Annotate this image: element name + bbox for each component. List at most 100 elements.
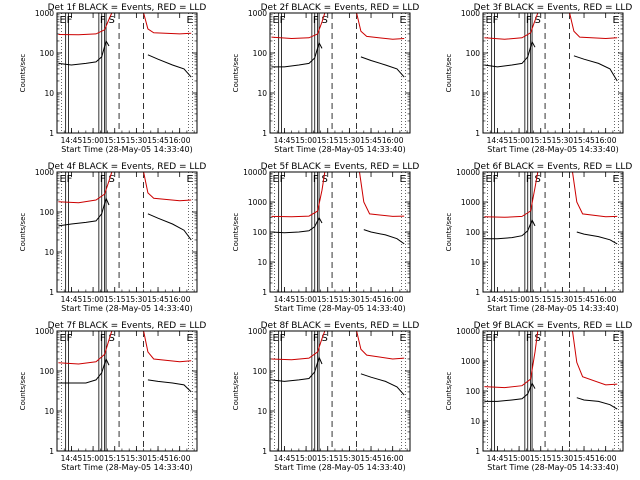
- x-tick-label: 15:00: [508, 136, 530, 145]
- y-tick-label: 1: [262, 447, 267, 456]
- marker-label: F: [67, 174, 73, 185]
- x-tick-label: 15:00: [82, 454, 104, 463]
- marker-label: E: [272, 174, 278, 185]
- series-lld-line: [143, 171, 192, 202]
- series-events-line: [147, 54, 192, 78]
- series-events-line: [271, 41, 323, 68]
- x-tick-label: 15:00: [508, 295, 530, 304]
- series-events-line: [360, 373, 405, 396]
- x-tick-label: 15:00: [82, 295, 104, 304]
- plot-frame: [56, 12, 198, 134]
- y-tick-label: 1000: [35, 9, 54, 18]
- plot-frame: [269, 12, 411, 134]
- series-lld-line: [356, 12, 405, 40]
- marker-label: E: [186, 15, 192, 26]
- plot-frame: [482, 171, 624, 293]
- x-axis-label: Start Time (28-May-05 14:33:40): [61, 145, 192, 154]
- panel-title: Det 7f BLACK = Events, RED = LLD: [48, 321, 207, 331]
- marker-label: F: [313, 15, 319, 26]
- marker-label: E: [272, 15, 278, 26]
- marker-label: S: [322, 333, 328, 344]
- x-tick-label: 16:00: [382, 136, 404, 145]
- panel-det-8: Det 8f BLACK = Events, RED = LLD Counts/s…: [232, 321, 419, 472]
- y-axis-label: Counts/sec: [232, 372, 240, 411]
- marker-label: E: [186, 333, 192, 344]
- x-axis-label: Start Time (28-May-05 14:33:40): [274, 304, 405, 313]
- plot-frame: [269, 330, 411, 452]
- series-lld-line: [271, 12, 326, 40]
- marker-label: S: [535, 174, 541, 185]
- marker-label: F: [313, 333, 319, 344]
- y-tick-label: 1: [49, 129, 54, 138]
- x-tick-label: 15:15: [530, 454, 552, 463]
- x-tick-label: 15:30: [552, 295, 574, 304]
- marker-label: F: [100, 333, 106, 344]
- marker-label: F: [280, 15, 286, 26]
- series-lld-line: [359, 171, 405, 217]
- x-tick-label: 15:00: [295, 136, 317, 145]
- y-tick-label: 10000: [456, 327, 480, 336]
- x-tick-label: 15:15: [317, 454, 339, 463]
- x-tick-label: 16:00: [169, 454, 191, 463]
- y-tick-label: 10000: [243, 168, 267, 177]
- x-tick-label: 14:45: [61, 136, 83, 145]
- series-events-line: [58, 357, 110, 384]
- series-lld-line: [572, 171, 618, 218]
- y-tick-label: 1: [49, 288, 54, 297]
- x-tick-label: 14:45: [274, 454, 296, 463]
- marker-label: F: [280, 174, 286, 185]
- x-tick-label: 16:00: [595, 454, 617, 463]
- y-axis-label: Counts/sec: [19, 54, 27, 93]
- marker-label: F: [280, 333, 286, 344]
- series-events-line: [58, 39, 110, 66]
- panel-title: Det 5f BLACK = Events, RED = LLD: [261, 162, 420, 172]
- y-tick-label: 100: [466, 49, 481, 58]
- series-events-line: [271, 216, 323, 234]
- marker-label: E: [612, 174, 618, 185]
- y-tick-label: 100: [253, 49, 268, 58]
- x-tick-label: 15:30: [339, 136, 361, 145]
- x-tick-label: 15:45: [147, 454, 169, 463]
- series-lld-line: [58, 330, 113, 365]
- x-tick-label: 14:45: [274, 295, 296, 304]
- marker-label: S: [109, 333, 115, 344]
- marker-label: F: [493, 174, 499, 185]
- panel-det-2: Det 2f BLACK = Events, RED = LLD Counts/s…: [232, 3, 419, 154]
- y-tick-label: 1000: [248, 9, 267, 18]
- marker-label: S: [535, 15, 541, 26]
- y-tick-label: 1: [49, 447, 54, 456]
- y-tick-label: 1: [475, 129, 480, 138]
- y-tick-label: 10: [44, 407, 54, 416]
- x-tick-label: 15:45: [147, 136, 169, 145]
- x-axis-label: Start Time (28-May-05 14:33:40): [274, 145, 405, 154]
- series-lld-line: [271, 171, 326, 218]
- panel-det-9: Det 9f BLACK = Events, RED = LLD Counts/s…: [445, 321, 632, 472]
- x-tick-label: 15:30: [126, 454, 148, 463]
- x-tick-label: 16:00: [595, 295, 617, 304]
- y-tick-label: 10: [44, 89, 54, 98]
- series-lld-line: [572, 330, 618, 386]
- y-axis-label: Counts/sec: [232, 54, 240, 93]
- series-lld-line: [484, 12, 539, 40]
- panel-det-1: Det 1f BLACK = Events, RED = LLD Counts/s…: [19, 3, 206, 154]
- x-tick-label: 16:00: [169, 136, 191, 145]
- x-tick-label: 15:30: [126, 295, 148, 304]
- y-tick-label: 100: [253, 367, 268, 376]
- series-lld-line: [58, 171, 113, 204]
- x-axis-label: Start Time (28-May-05 14:33:40): [61, 304, 192, 313]
- x-tick-label: 16:00: [595, 136, 617, 145]
- marker-label: F: [313, 174, 319, 185]
- y-axis-label: Counts/sec: [19, 213, 27, 252]
- x-tick-label: 15:15: [104, 295, 126, 304]
- x-tick-label: 15:00: [295, 295, 317, 304]
- x-tick-label: 15:45: [360, 295, 382, 304]
- x-axis-label: Start Time (28-May-05 14:33:40): [487, 463, 618, 472]
- plot-frame: [482, 330, 624, 452]
- x-tick-label: 15:30: [339, 295, 361, 304]
- y-axis-label: Counts/sec: [445, 372, 453, 411]
- panel-title: Det 1f BLACK = Events, RED = LLD: [48, 3, 207, 13]
- x-tick-label: 15:15: [104, 136, 126, 145]
- x-tick-label: 15:15: [104, 454, 126, 463]
- x-tick-label: 15:45: [573, 454, 595, 463]
